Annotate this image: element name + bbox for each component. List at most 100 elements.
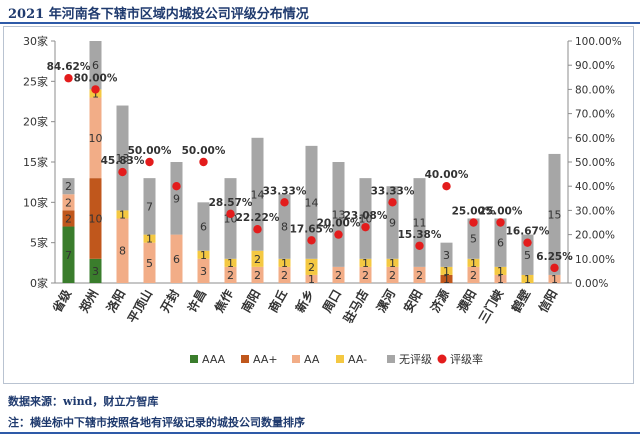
left-axis-tick-label: 20家 bbox=[23, 115, 48, 129]
bar-segment-value-label: 14 bbox=[251, 188, 265, 201]
x-axis-category-label: 周口 bbox=[320, 287, 344, 315]
bar-segment-value-label: 5 bbox=[524, 249, 531, 262]
bar-segment-value-label: 9 bbox=[389, 217, 396, 230]
bar-segment-unrated bbox=[143, 178, 156, 235]
bar-segment-aaa bbox=[62, 226, 75, 283]
bar-segment-value-label: 1 bbox=[119, 208, 126, 221]
bar-segment-aa-minus bbox=[386, 258, 399, 267]
rating-rate-label: 25.00% bbox=[452, 206, 496, 218]
left-axis-tick-label: 5家 bbox=[30, 236, 48, 250]
bar-segment-aa bbox=[224, 266, 237, 283]
bar-segment-value-label: 3 bbox=[443, 249, 450, 262]
rating-rate-label: 33.33% bbox=[263, 185, 307, 197]
x-axis-category-label: 开封 bbox=[157, 287, 182, 315]
chart-frame bbox=[3, 26, 634, 384]
rating-rate-point bbox=[442, 182, 451, 191]
x-axis-category-label: 新乡 bbox=[292, 287, 317, 315]
bar-segment-aa bbox=[305, 274, 318, 283]
legend-label: AA bbox=[304, 353, 320, 366]
bar-segment-value-label: 6 bbox=[92, 59, 99, 72]
right-axis-tick-label: 70.00% bbox=[575, 109, 615, 121]
rating-rate-point bbox=[91, 85, 100, 94]
bar-segment-value-label: 1 bbox=[524, 273, 531, 286]
bar-segment-value-label: 5 bbox=[146, 257, 153, 270]
right-axis-tick-label: 100.00% bbox=[575, 36, 622, 48]
bar-segment-value-label: 6 bbox=[173, 253, 180, 266]
rating-rate-point bbox=[496, 218, 505, 227]
bar-segment-aa-minus bbox=[197, 250, 210, 259]
bar-segment-aa bbox=[170, 234, 183, 283]
bar-segment-aa-plus bbox=[89, 178, 102, 259]
x-axis-category-label: 濮阳 bbox=[454, 287, 479, 315]
bar-segment-value-label: 1 bbox=[497, 265, 504, 278]
x-axis-category-label: 平顶山 bbox=[124, 287, 155, 326]
bar-segment-aa bbox=[116, 218, 129, 283]
rating-rate-label: 40.00% bbox=[425, 169, 469, 181]
bar-segment-aa bbox=[143, 242, 156, 283]
bottom-divider bbox=[0, 432, 640, 434]
rating-rate-point bbox=[199, 157, 208, 167]
legend-label: AA+ bbox=[253, 353, 278, 366]
bar-segment-aaa bbox=[89, 258, 102, 283]
bar-segment-value-label: 1 bbox=[146, 233, 153, 246]
bar-segment-aa bbox=[251, 266, 264, 283]
right-axis-tick-label: 90.00% bbox=[575, 60, 615, 72]
rating-rate-point bbox=[145, 157, 154, 167]
bar-segment-value-label: 1 bbox=[443, 265, 450, 278]
bar-segment-value-label: 1 bbox=[497, 273, 504, 286]
legend-swatch-rate bbox=[437, 354, 447, 364]
bar-segment-aa-minus bbox=[224, 258, 237, 267]
right-axis-tick-label: 10.00% bbox=[575, 254, 615, 266]
bar-segment-value-label: 1 bbox=[92, 87, 99, 100]
bar-segment-unrated bbox=[305, 145, 318, 259]
rating-rate-point bbox=[388, 198, 397, 207]
bar-segment-aa bbox=[332, 266, 345, 283]
right-axis-tick-label: 0.00% bbox=[575, 278, 608, 290]
rating-rate-label: 28.57% bbox=[209, 197, 253, 209]
bar-segment-unrated bbox=[467, 218, 480, 259]
bar-segment-value-label: 2 bbox=[254, 269, 261, 282]
rating-rate-label: 45.83% bbox=[101, 155, 145, 167]
bar-segment-value-label: 1 bbox=[308, 273, 315, 286]
footnote: 注：横坐标中下辖市按照各地有评级记录的城投公司数量排序 bbox=[8, 416, 305, 429]
x-axis-category-label: 焦作 bbox=[211, 287, 236, 316]
rating-rate-point bbox=[361, 222, 370, 232]
bar-segment-unrated bbox=[170, 162, 183, 235]
rating-rate-label: 80.00% bbox=[74, 72, 118, 84]
rating-rate-label: 16.67% bbox=[506, 226, 550, 238]
bar-segment-unrated bbox=[548, 153, 561, 275]
rating-rate-label: 20.00% bbox=[317, 218, 361, 230]
bar-segment-value-label: 8 bbox=[119, 245, 126, 258]
rating-rate-point bbox=[118, 167, 127, 177]
rating-rate-point bbox=[307, 236, 316, 245]
bar-segment-value-label: 1 bbox=[227, 257, 234, 270]
left-axis-tick-label: 25家 bbox=[23, 74, 48, 88]
rating-rate-label: 33.33% bbox=[371, 185, 415, 197]
x-axis-category-label: 郑州 bbox=[76, 287, 101, 315]
bar-segment-aa-plus bbox=[440, 274, 453, 283]
rating-rate-point bbox=[280, 198, 289, 207]
bar-segment-aa bbox=[386, 266, 399, 283]
left-axis-tick-label: 0家 bbox=[30, 276, 48, 290]
bar-segment-value-label: 2 bbox=[389, 269, 396, 282]
bar-segment-value-label: 14 bbox=[305, 196, 319, 209]
right-axis-tick-label: 60.00% bbox=[575, 133, 615, 145]
bar-segment-aa bbox=[62, 194, 75, 211]
bar-segment-value-label: 2 bbox=[254, 253, 261, 266]
bar-segment-value-label: 1 bbox=[362, 257, 369, 270]
bar-segment-value-label: 7 bbox=[65, 249, 72, 262]
rating-rate-point bbox=[253, 225, 262, 234]
bar-segment-aa bbox=[197, 258, 210, 283]
bar-segment-aa-minus bbox=[494, 266, 507, 275]
rating-rate-label: 25.00% bbox=[479, 206, 523, 218]
right-axis-tick-label: 50.00% bbox=[575, 157, 615, 169]
left-axis-tick-label: 30家 bbox=[23, 34, 48, 48]
rating-rate-point bbox=[172, 182, 181, 191]
bar-segment-aa-minus bbox=[116, 210, 129, 219]
bar-segment-value-label: 13 bbox=[332, 208, 346, 221]
x-axis-category-label: 驻马店 bbox=[340, 287, 371, 326]
x-axis-category-label: 省级 bbox=[49, 287, 74, 316]
bar-segment-value-label: 5 bbox=[470, 233, 477, 246]
bar-segment-aa-minus bbox=[251, 250, 264, 267]
bar-segment-value-label: 3 bbox=[92, 265, 99, 278]
